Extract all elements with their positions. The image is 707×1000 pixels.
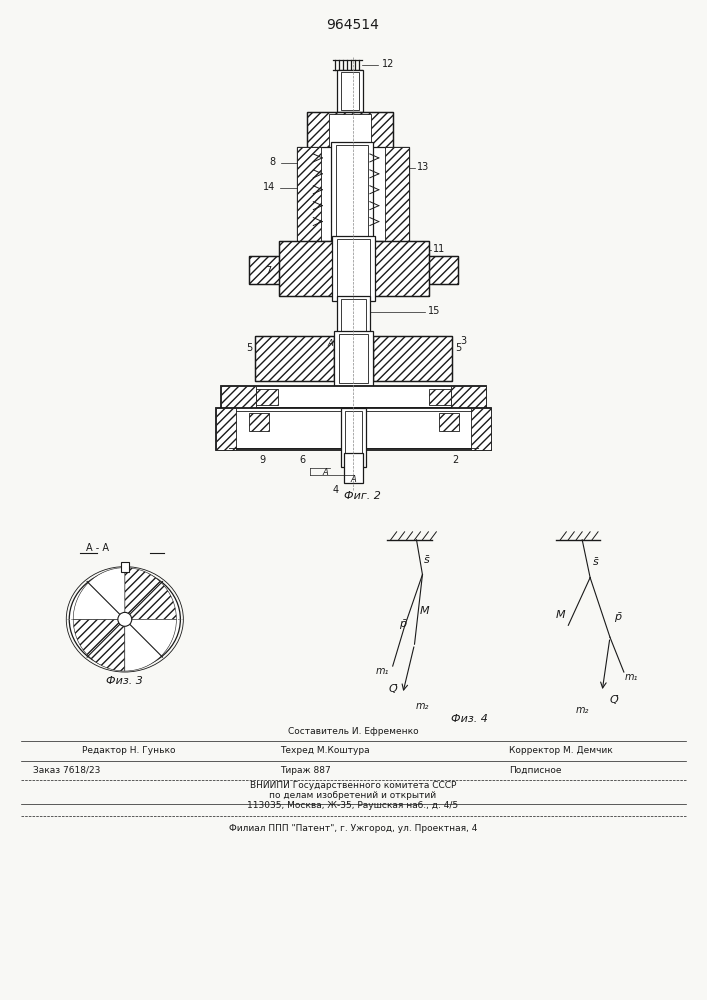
Text: 6: 6 [299,455,305,465]
Text: p̄: p̄ [399,619,407,629]
Text: s̄: s̄ [423,555,429,565]
Bar [221,386,486,408]
Text: M: M [420,606,429,616]
Text: Фиг. 2: Фиг. 2 [344,491,381,501]
Text: 13: 13 [417,162,430,172]
Bar [370,241,429,296]
Bar [337,296,370,336]
Text: 5: 5 [455,343,461,353]
Bar [373,336,452,381]
Bar [229,410,478,448]
Text: m₂: m₂ [416,701,429,711]
Text: по делам изобретений и открытий: по делам изобретений и открытий [269,791,436,800]
Bar [429,389,451,405]
Bar [121,562,129,572]
Bar [279,241,338,296]
Bar [334,331,373,386]
Bar [249,256,288,284]
Text: A: A [350,475,356,484]
Bar [332,236,375,301]
Bar [337,239,370,298]
Wedge shape [125,619,177,671]
Text: 113035, Москва, Ж-35, Раушская наб., д. 4/5: 113035, Москва, Ж-35, Раушская наб., д. … [247,801,459,810]
Text: Редактор Н. Гунько: Редактор Н. Гунько [82,746,175,755]
Bar [298,147,409,241]
Text: ВНИИПИ Государственного комитета СССР: ВНИИПИ Государственного комитета СССР [250,781,456,790]
Bar [337,70,363,112]
Bar [255,336,334,381]
Text: M: M [556,610,565,620]
Bar [341,299,366,333]
Bar [439,413,459,431]
Bar [249,413,269,431]
Bar [373,336,452,381]
Text: 964514: 964514 [327,18,380,32]
Text: Тираж 887: Тираж 887 [281,766,332,775]
Text: Физ. 3: Физ. 3 [106,676,144,686]
Text: m₁: m₁ [376,666,390,676]
Text: 14: 14 [262,182,275,192]
Bar [451,386,486,408]
Text: 5: 5 [246,343,252,353]
Bar [308,112,392,150]
Bar [298,147,321,241]
Bar [419,256,458,284]
Bar [341,408,366,467]
Bar [279,241,338,296]
Text: Подписное: Подписное [509,766,561,775]
Text: 12: 12 [382,59,394,69]
Bar [336,145,368,243]
Text: 7: 7 [266,266,271,276]
Bar [216,408,491,450]
Ellipse shape [69,570,180,669]
Text: Q̄: Q̄ [388,684,397,694]
Bar [256,389,278,405]
Bar [221,386,256,408]
Text: 3: 3 [460,336,466,346]
Text: 15: 15 [428,306,440,316]
Bar [308,112,392,150]
Text: Q̄: Q̄ [609,695,619,705]
Wedge shape [125,568,177,619]
Text: Филиал ППП "Патент", г. Ужгород, ул. Проектная, 4: Филиал ППП "Патент", г. Ужгород, ул. Про… [229,824,477,833]
Text: s̄: s̄ [593,557,599,567]
Wedge shape [74,568,125,619]
Text: A - A: A - A [86,543,109,553]
Text: m₁: m₁ [625,672,638,682]
Text: 4: 4 [332,485,338,495]
Text: Составитель И. Ефременко: Составитель И. Ефременко [288,727,419,736]
Bar [329,114,371,148]
Bar [370,241,429,296]
Circle shape [118,612,132,626]
Text: Техред М.Коштура: Техред М.Коштура [281,746,370,755]
Text: A: A [327,339,333,348]
Bar [341,72,359,110]
Text: 11: 11 [433,244,445,254]
Text: Заказ 7618/23: Заказ 7618/23 [33,766,100,775]
Wedge shape [74,619,125,671]
Text: Корректор М. Демчик: Корректор М. Демчик [509,746,612,755]
Text: m₂: m₂ [575,705,589,715]
Bar [331,142,373,246]
Text: 2: 2 [452,455,458,465]
Bar [216,408,236,450]
Bar [471,408,491,450]
Text: Физ. 4: Физ. 4 [450,714,488,724]
Bar [385,147,409,241]
Bar [344,453,363,483]
Text: p̄: p̄ [614,612,621,622]
Text: A: A [322,468,328,477]
Bar [339,334,368,383]
Text: 8: 8 [269,157,276,167]
Text: 9: 9 [259,455,266,465]
Bar [345,410,362,465]
Bar [419,256,458,284]
Bar [255,336,334,381]
Bar [249,256,288,284]
